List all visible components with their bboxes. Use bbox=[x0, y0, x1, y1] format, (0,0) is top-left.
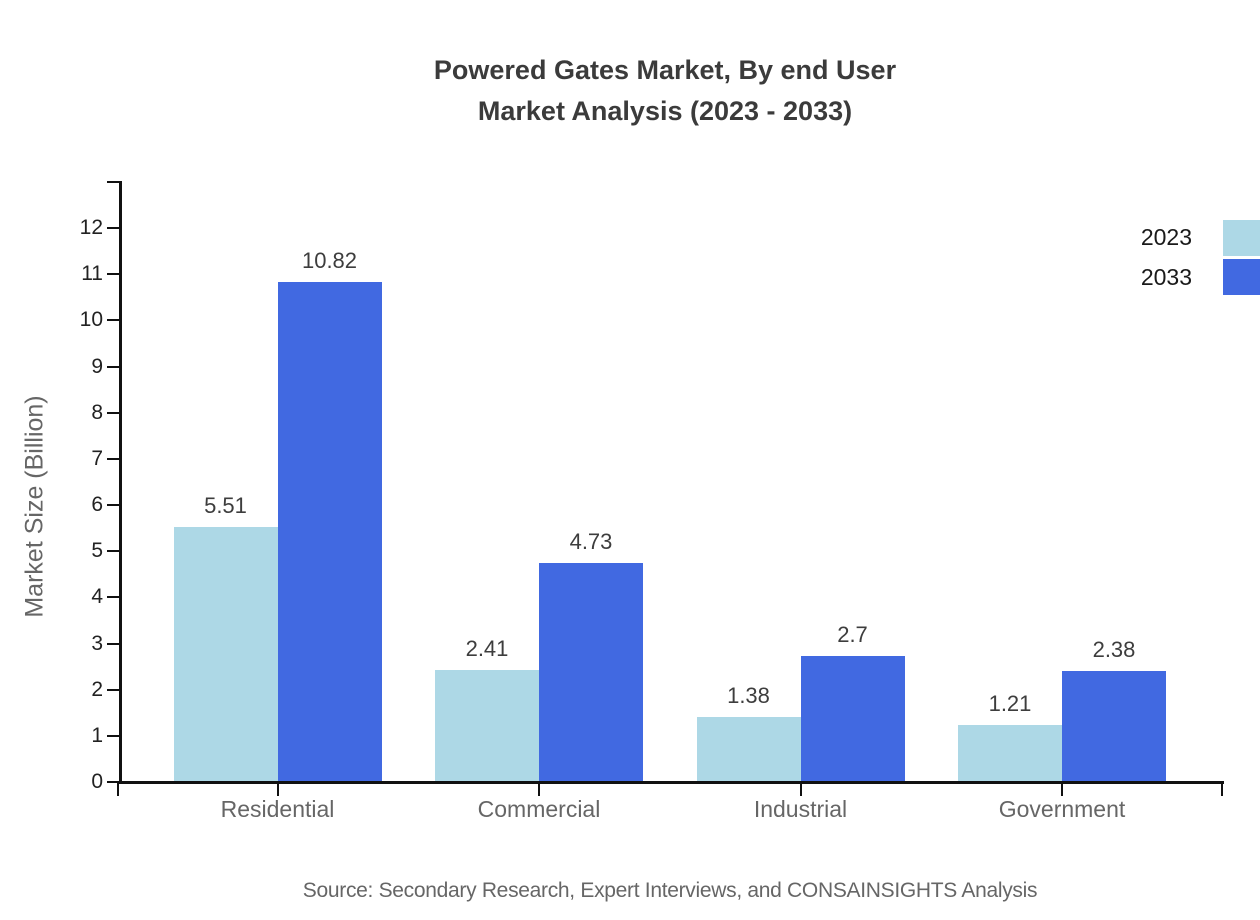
y-tick bbox=[107, 457, 119, 460]
bar-value-label: 5.51 bbox=[204, 492, 247, 518]
x-tick bbox=[538, 784, 540, 796]
category-label-residential: Residential bbox=[220, 796, 335, 822]
legend-swatch-2023 bbox=[1223, 220, 1260, 256]
x-axis-end-tick bbox=[1221, 784, 1223, 796]
category-label-government: Government bbox=[998, 796, 1126, 822]
legend-label-2033: 2033 bbox=[1140, 264, 1192, 290]
y-axis-end-tick bbox=[107, 181, 119, 183]
y-tick-label: 3 bbox=[91, 631, 103, 655]
legend-swatch-2033 bbox=[1223, 259, 1260, 295]
bar-residential-2023 bbox=[173, 526, 278, 781]
bar-value-label: 2.38 bbox=[1092, 637, 1136, 663]
bar-value-label: 2.7 bbox=[837, 622, 868, 648]
y-tick bbox=[107, 734, 119, 737]
y-tick bbox=[107, 688, 119, 691]
y-tick-label: 8 bbox=[91, 400, 103, 424]
y-tick-label: 11 bbox=[81, 262, 103, 286]
y-tick bbox=[107, 319, 119, 322]
y-tick bbox=[107, 642, 119, 645]
bar-industrial-2023 bbox=[696, 717, 801, 781]
y-tick-label: 5 bbox=[91, 539, 103, 563]
bar-industrial-2033 bbox=[800, 656, 905, 781]
chart-title-line1: Powered Gates Market, By end User bbox=[433, 55, 897, 85]
y-tick bbox=[107, 365, 119, 368]
y-tick-label: 9 bbox=[91, 354, 103, 378]
y-tick bbox=[107, 596, 119, 599]
y-tick-label: 10 bbox=[79, 308, 103, 332]
category-label-commercial: Commercial bbox=[477, 796, 601, 822]
bar-value-label: 1.38 bbox=[727, 683, 770, 709]
y-tick bbox=[107, 273, 119, 276]
bar-value-label: 10.82 bbox=[301, 247, 358, 273]
x-tick bbox=[1061, 784, 1063, 796]
x-tick bbox=[799, 784, 802, 796]
y-tick bbox=[107, 550, 119, 553]
y-tick bbox=[107, 781, 119, 783]
category-label-industrial: Industrial bbox=[753, 796, 848, 822]
bar-commercial-2033 bbox=[539, 562, 643, 781]
y-axis-line bbox=[119, 181, 122, 784]
bar-value-label: 2.41 bbox=[465, 635, 509, 661]
x-axis-line bbox=[117, 781, 1224, 784]
y-tick-label: 4 bbox=[91, 585, 103, 609]
y-tick-label: 7 bbox=[91, 446, 103, 470]
bar-government-2033 bbox=[1062, 671, 1166, 781]
y-tick-label: 0 bbox=[91, 770, 103, 793]
bar-value-label: 4.73 bbox=[569, 528, 613, 554]
x-axis-end-tick bbox=[117, 784, 119, 796]
y-tick bbox=[107, 411, 119, 414]
y-tick-label: 1 bbox=[91, 723, 103, 747]
bar-commercial-2023 bbox=[435, 669, 539, 781]
bar-value-label: 1.21 bbox=[988, 691, 1032, 717]
y-tick-label: 12 bbox=[79, 216, 103, 240]
y-tick-label: 2 bbox=[91, 677, 103, 701]
y-tick bbox=[107, 227, 119, 230]
y-tick-label: 6 bbox=[91, 493, 103, 517]
legend-label-2023: 2023 bbox=[1140, 224, 1192, 250]
x-tick bbox=[276, 784, 279, 796]
bar-government-2023 bbox=[958, 725, 1062, 781]
y-tick bbox=[107, 504, 119, 507]
chart-title-line2: Market Analysis (2023 - 2033) bbox=[477, 96, 853, 126]
source-note: Source: Secondary Research, Expert Inter… bbox=[302, 879, 1038, 902]
bar-residential-2033 bbox=[277, 281, 382, 781]
chart-title: Powered Gates Market, By end User Market… bbox=[70, 50, 1260, 132]
